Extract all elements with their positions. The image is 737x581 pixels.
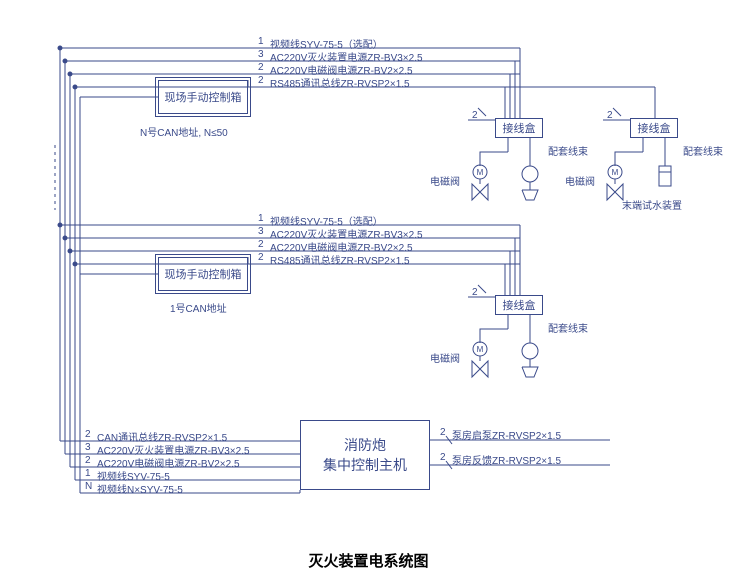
svg-text:M: M	[477, 345, 484, 354]
svg-text:M: M	[477, 168, 484, 177]
wiring-svg: M M	[0, 0, 737, 581]
svg-text:M: M	[612, 168, 619, 177]
diagram-stage: 灭火装置电系统图 现场手动控制箱 N号CAN地址, N≤50 现场手动控制箱 1…	[0, 0, 737, 581]
